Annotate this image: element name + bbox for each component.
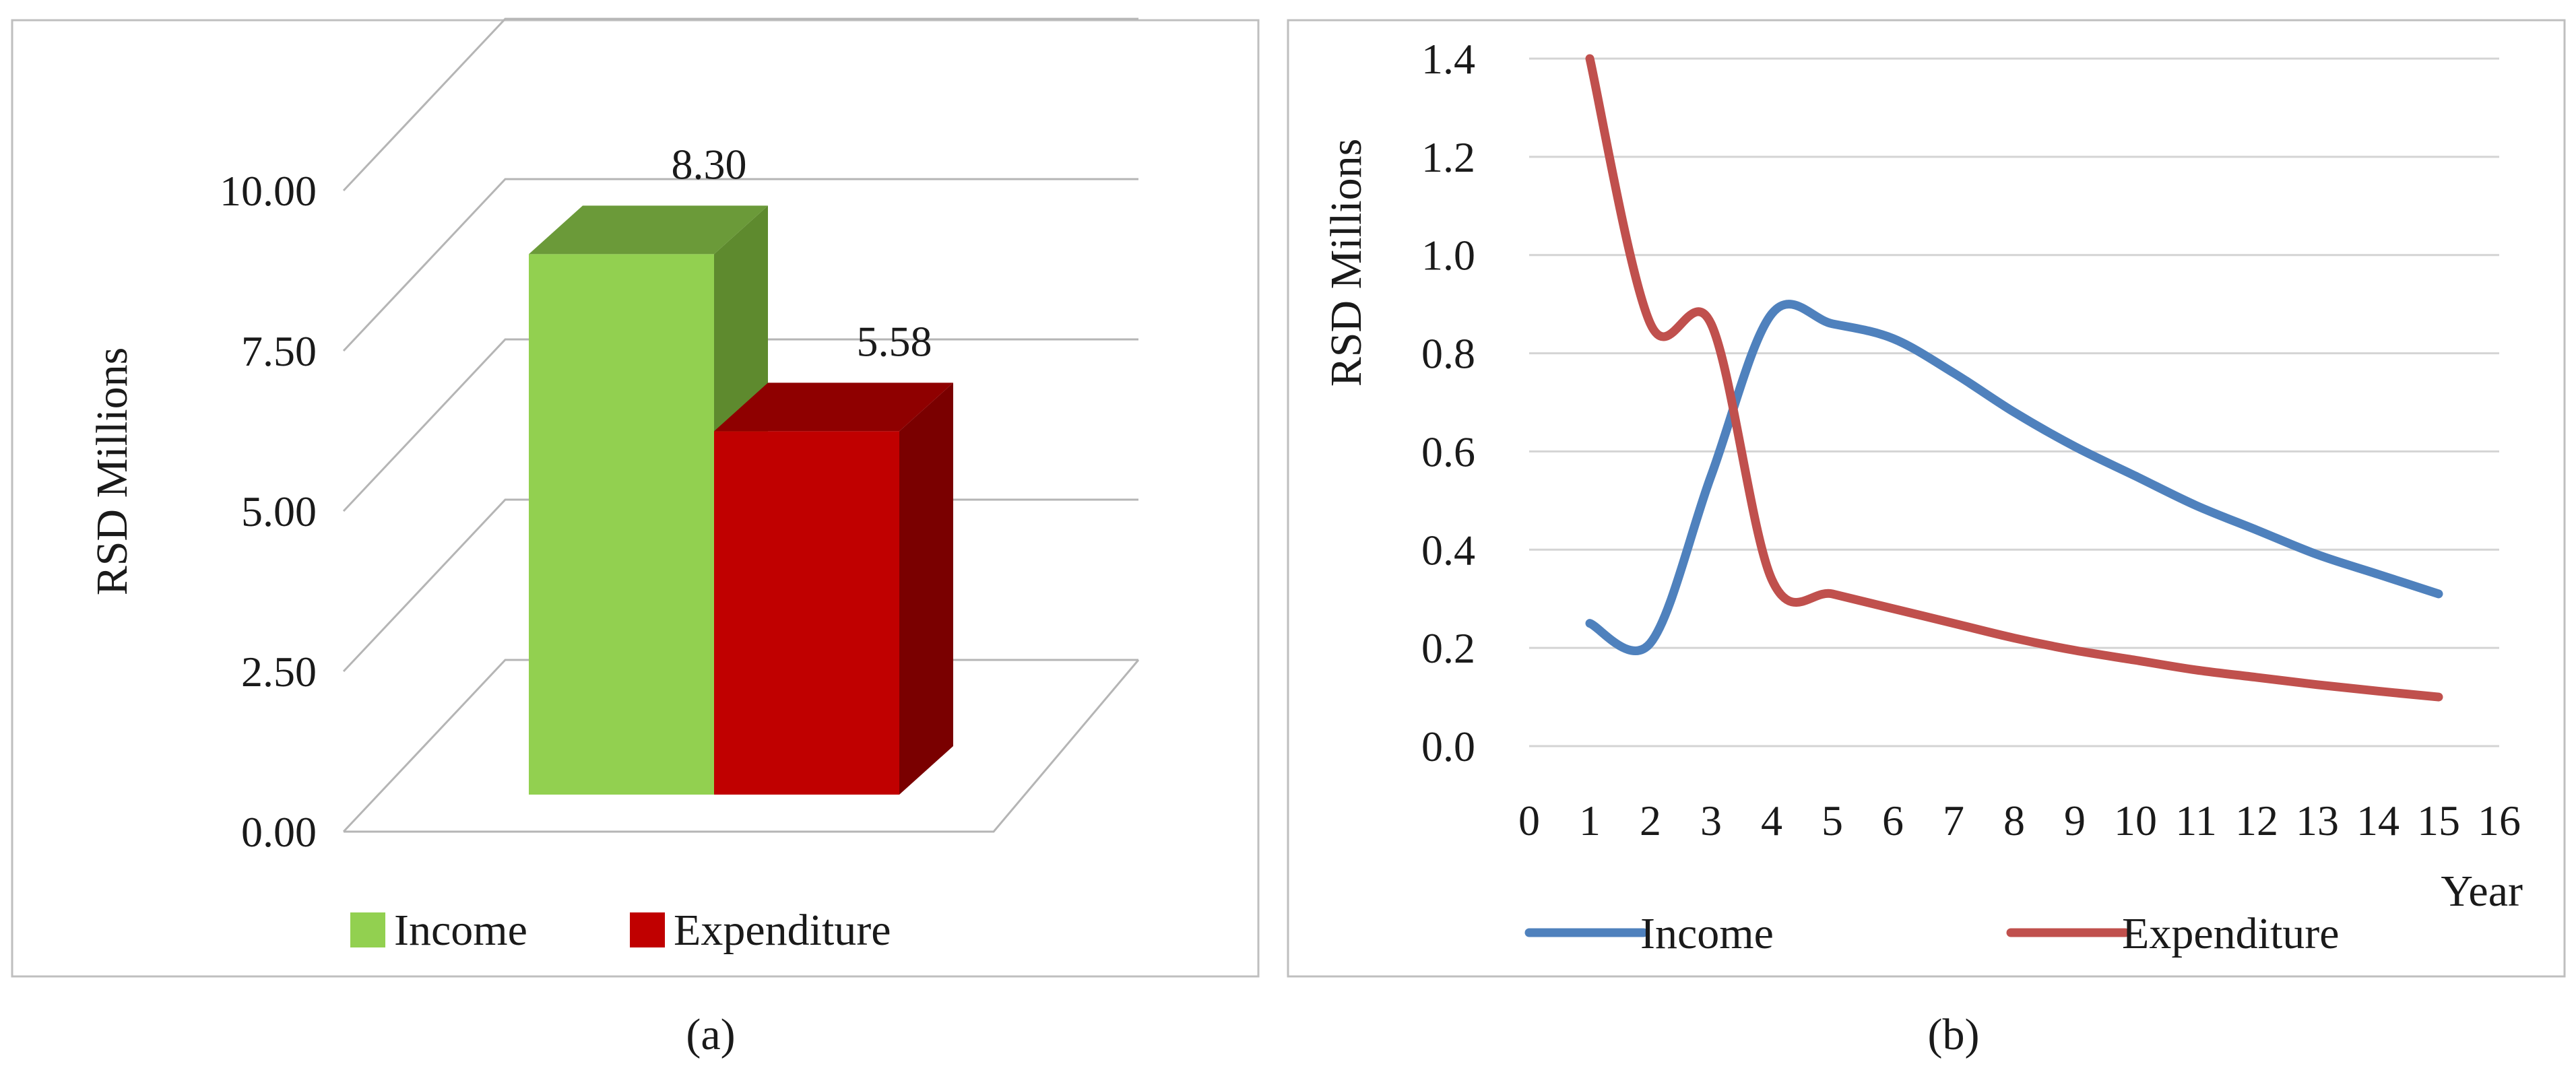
bar-y-tick-label: 10.00 (220, 167, 317, 215)
line-x-tick-label: 11 (2175, 797, 2217, 844)
line-y-tick-label: 0.2 (1421, 624, 1475, 672)
bar-chart-y-axis: 0.00 2.50 5.00 7.50 10.00 (220, 167, 317, 856)
line-chart-x-axis-title: Year (2441, 867, 2523, 916)
line-x-tick-label: 8 (2003, 797, 2025, 844)
bar-top-income (529, 205, 768, 255)
line-x-tick-label: 1 (1579, 797, 1601, 844)
bar-chart-panel: 0.00 2.50 5.00 7.50 10.00 8.30 5.58 RSD Milli… (11, 18, 1260, 1059)
line-y-tick-label: 0.8 (1421, 330, 1475, 378)
line-x-tick-label: 15 (2417, 797, 2460, 844)
legend-label: Income (1640, 909, 1774, 958)
line-x-tick-label: 3 (1700, 797, 1722, 844)
bar-y-tick-label: 2.50 (241, 648, 317, 696)
bar-gridline (342, 338, 1138, 512)
bar-income (529, 254, 714, 795)
line-x-tick-label: 2 (1640, 797, 1661, 844)
line-x-tick-label: 12 (2235, 797, 2278, 844)
line-y-tick-label: 1.4 (1421, 35, 1475, 83)
bar-chart-y-axis-title: RSD Millions (88, 347, 137, 596)
bar-gridline (342, 18, 1138, 192)
panel-label-b: (b) (1928, 1010, 1980, 1059)
line-x-tick-label: 0 (1518, 797, 1540, 844)
line-y-tick-label: 0.0 (1421, 723, 1475, 770)
bar-expenditure (714, 431, 899, 795)
legend-swatch (350, 912, 385, 947)
bar-y-tick-label: 0.00 (241, 808, 317, 856)
line-chart-panel: 0.00.20.40.60.81.01.21.4 0 1 2 3 4 5 6 7 8 9 10 11 1… (1287, 19, 2566, 1059)
line-chart-y-axis-title: RSD Millions (1322, 139, 1371, 387)
bar-floor-edge (344, 659, 1140, 833)
line-x-tick-label: 5 (1822, 797, 1843, 844)
line-x-tick-label: 6 (1882, 797, 1904, 844)
bar-data-label: 8.30 (672, 140, 747, 188)
bar-chart-bars (529, 205, 953, 795)
line-chart-series (1585, 54, 2443, 702)
bar-chart-border (11, 19, 1260, 978)
line-chart-gridlines (1529, 57, 2499, 747)
legend-swatch (630, 912, 665, 947)
line-series-expenditure (1585, 54, 2443, 702)
line-y-tick-label: 0.6 (1421, 428, 1475, 475)
line-y-tick-label: 1.0 (1421, 232, 1475, 279)
line-x-tick-label: 14 (2356, 797, 2400, 844)
line-chart-border (1287, 19, 2566, 978)
line-chart-x-axis: 0 1 2 3 4 5 6 7 8 9 10 11 12 13 14 15 16 (1518, 797, 2521, 844)
bar-chart-data-labels: 8.30 5.58 (672, 140, 932, 365)
legend-label: Income (394, 906, 527, 955)
legend-label: Expenditure (2122, 909, 2340, 958)
bar-chart-legend: Income Expenditure (350, 906, 891, 955)
line-y-tick-label: 1.2 (1421, 133, 1475, 181)
line-x-tick-label: 13 (2296, 797, 2339, 844)
bar-y-tick-label: 5.00 (241, 488, 317, 535)
bar-y-tick-label: 7.50 (241, 327, 317, 375)
bar-side-expenditure (899, 382, 953, 795)
bar-top-expenditure (714, 382, 953, 432)
line-chart-legend: Income Expenditure (1524, 909, 2340, 958)
line-series-income (1585, 300, 2443, 655)
bar-data-label: 5.58 (857, 317, 932, 365)
panel-label-a: (a) (686, 1010, 735, 1059)
line-x-tick-label: 16 (2478, 797, 2521, 844)
bar-gridline (342, 178, 1138, 352)
line-y-tick-label: 0.4 (1421, 526, 1475, 574)
line-x-tick-label: 4 (1761, 797, 1782, 844)
line-x-tick-label: 7 (1943, 797, 1964, 844)
line-chart-y-axis: 0.0 0.2 0.4 0.6 0.8 1.0 1.2 1.4 (1421, 35, 1475, 770)
legend-label: Expenditure (674, 906, 891, 955)
line-x-tick-label: 10 (2114, 797, 2157, 844)
line-x-tick-label: 9 (2064, 797, 2086, 844)
